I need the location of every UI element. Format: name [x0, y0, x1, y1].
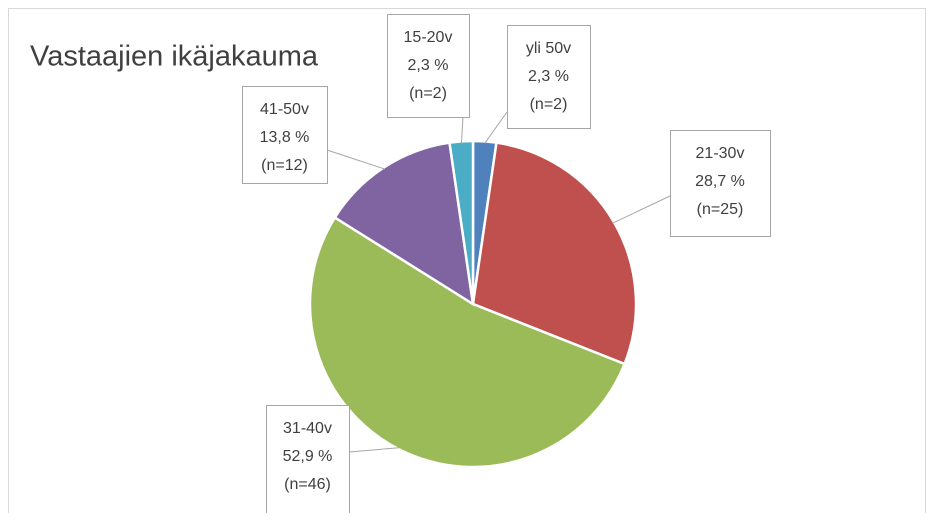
label-box: [266, 405, 350, 513]
slice-label: 41-50v: [260, 101, 309, 118]
value-label: 52,9 %: [283, 448, 333, 465]
pie-slice: [308, 215, 627, 469]
label-box: [242, 86, 328, 184]
slice-label: yli 50v: [526, 40, 571, 57]
pie-slice: [333, 141, 475, 307]
value-label: 2,3 %: [408, 57, 449, 74]
count-label: (n=25): [697, 201, 744, 218]
count-label: (n=46): [284, 476, 331, 493]
leader-line: [348, 447, 401, 453]
value-label: 28,7 %: [695, 173, 745, 190]
value-label: 2,3 %: [528, 68, 569, 85]
value-label: 13,8 %: [260, 129, 310, 146]
count-label: (n=12): [261, 157, 308, 174]
leader-line: [326, 149, 386, 170]
label-box: [670, 130, 771, 237]
label-box: [387, 14, 470, 118]
count-label: (n=2): [409, 85, 447, 102]
leader-line: [484, 111, 508, 144]
count-label: (n=2): [530, 96, 568, 113]
leader-line: [460, 116, 464, 144]
slice-label: 31-40v: [283, 420, 332, 437]
chart-title: Vastaajien ikäjakauma: [30, 41, 319, 73]
leader-line: [612, 195, 671, 224]
slice-label: 21-30v: [696, 145, 745, 162]
label-box: [507, 25, 591, 129]
slice-label: 15-20v: [404, 29, 453, 46]
